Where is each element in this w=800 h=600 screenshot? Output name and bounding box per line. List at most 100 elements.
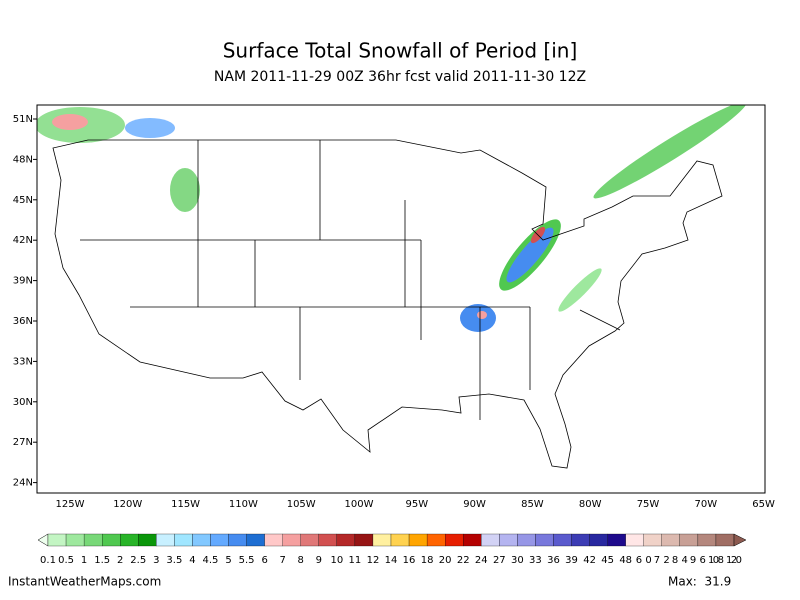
lon-label: 100W [345,499,374,510]
lat-label: 24N [13,478,33,489]
colorbar-box [210,533,229,547]
colorbar-box [571,533,590,547]
title: Surface Total Snowfall of Period [in] [223,39,578,63]
colorbar-label: 6 [261,555,267,566]
colorbar-box [65,533,85,547]
colorbar-label: 10 [330,555,343,566]
colorbar-box [246,533,265,547]
colorbar-label: 11 [349,555,362,566]
colorbar-box [408,533,428,547]
colorbar-label: 4.5 [203,555,219,566]
colorbar-label: 45 [601,555,614,566]
colorbar-label: 120 [726,555,742,566]
colorbar-box [120,533,139,547]
colorbar-label: 14 [385,555,398,566]
colorbar-box [47,533,67,547]
lon-label: 70W [694,499,717,510]
colorbar-box [354,533,374,547]
colorbar-label: 5 [225,555,231,566]
lon-label: 125W [56,499,85,510]
colorbar-box [697,533,717,547]
lon-label: 85W [521,499,544,510]
lon-label: 105W [287,499,316,510]
lat-label: 36N [13,316,33,327]
lat-label: 51N [13,114,33,125]
colorbar-label: 1.5 [94,555,110,566]
us-outline [52,139,723,469]
colorbar-box [553,533,572,547]
colorbar-box [535,533,554,547]
colorbar-box [300,533,319,547]
max-value: Max: 31.9 [668,575,731,589]
colorbar-label: 16 [403,555,416,566]
colorbar-label: 108 [708,555,724,566]
colorbar-label: 0.5 [58,555,74,566]
colorbar-box [481,533,500,547]
lon-label: 115W [171,499,200,510]
colorbar-label: 33 [529,555,542,566]
colorbar-label: 3 [153,555,159,566]
colorbar-label: 7 [279,555,285,566]
colorbar-high-end [733,533,747,547]
lat-label: 27N [13,437,33,448]
lon-label: 90W [463,499,486,510]
colorbar-label: 27 [493,555,506,566]
colorbar-label: 12 [367,555,380,566]
colorbar-box [607,533,626,547]
lon-label: 95W [405,499,428,510]
colorbar-box [372,533,392,547]
colorbar-box [282,533,301,547]
colorbar-label: 5.5 [239,555,255,566]
source: InstantWeatherMaps.com [8,575,161,589]
colorbar-label: 39 [565,555,578,566]
colorbar-box [192,533,211,547]
colorbar-box [390,533,410,547]
lat-label: 48N [13,154,33,165]
lat-label: 42N [13,235,33,246]
colorbar-box [589,533,608,547]
colorbar-label: 84 [672,555,688,566]
colorbar-label: 48 [619,555,632,566]
lat-label: 33N [13,356,33,367]
colorbar-low-end [37,533,49,547]
colorbar-box [426,533,446,547]
colorbar-label: 20 [439,555,452,566]
lon-label: 75W [637,499,660,510]
colorbar-box [228,533,247,547]
colorbar-box [715,533,735,547]
colorbar-box [83,533,103,547]
colorbar-label: 60 [636,555,652,566]
colorbar-box [318,533,337,547]
colorbar-box [174,533,193,547]
colorbar-label: 4 [189,555,195,566]
colorbar-box [643,533,662,547]
lat-label: 45N [13,195,33,206]
colorbar-label: 2.5 [130,555,146,566]
colorbar-label: 2 [117,555,123,566]
colorbar-label: 36 [547,555,560,566]
map-frame [36,104,766,494]
state-lines [80,140,621,420]
map: 51N 48N 45N 42N 39N 36N 33N 30N 27N 24N 125W 120W 11… [13,104,775,510]
colorbar-box [445,533,464,547]
colorbar-label: 1 [81,555,87,566]
snow-field [37,105,747,332]
colorbar-box [661,533,680,547]
colorbar-label: 72 [654,555,670,566]
colorbar-label: 3.5 [166,555,182,566]
lon-label: 110W [229,499,258,510]
colorbar: 0.1 0.5 1 1.5 2 2.5 3 3.5 4 4.5 5 5.5 6 7 8 9 10 11 12 14 16… [37,533,747,566]
colorbar-box [499,533,518,547]
colorbar-box [463,533,482,547]
colorbar-box [625,533,644,547]
lon-label: 80W [579,499,602,510]
colorbar-box [264,533,283,547]
colorbar-box [336,533,356,547]
lat-label: 39N [13,276,33,287]
colorbar-box [138,533,157,547]
lon-label: 120W [113,499,142,510]
subtitle: NAM 2011-11-29 00Z 36hr fcst valid 2011-… [214,69,586,85]
colorbar-box [156,533,175,547]
colorbar-label: 8 [298,555,304,566]
colorbar-label: 9 [316,555,322,566]
